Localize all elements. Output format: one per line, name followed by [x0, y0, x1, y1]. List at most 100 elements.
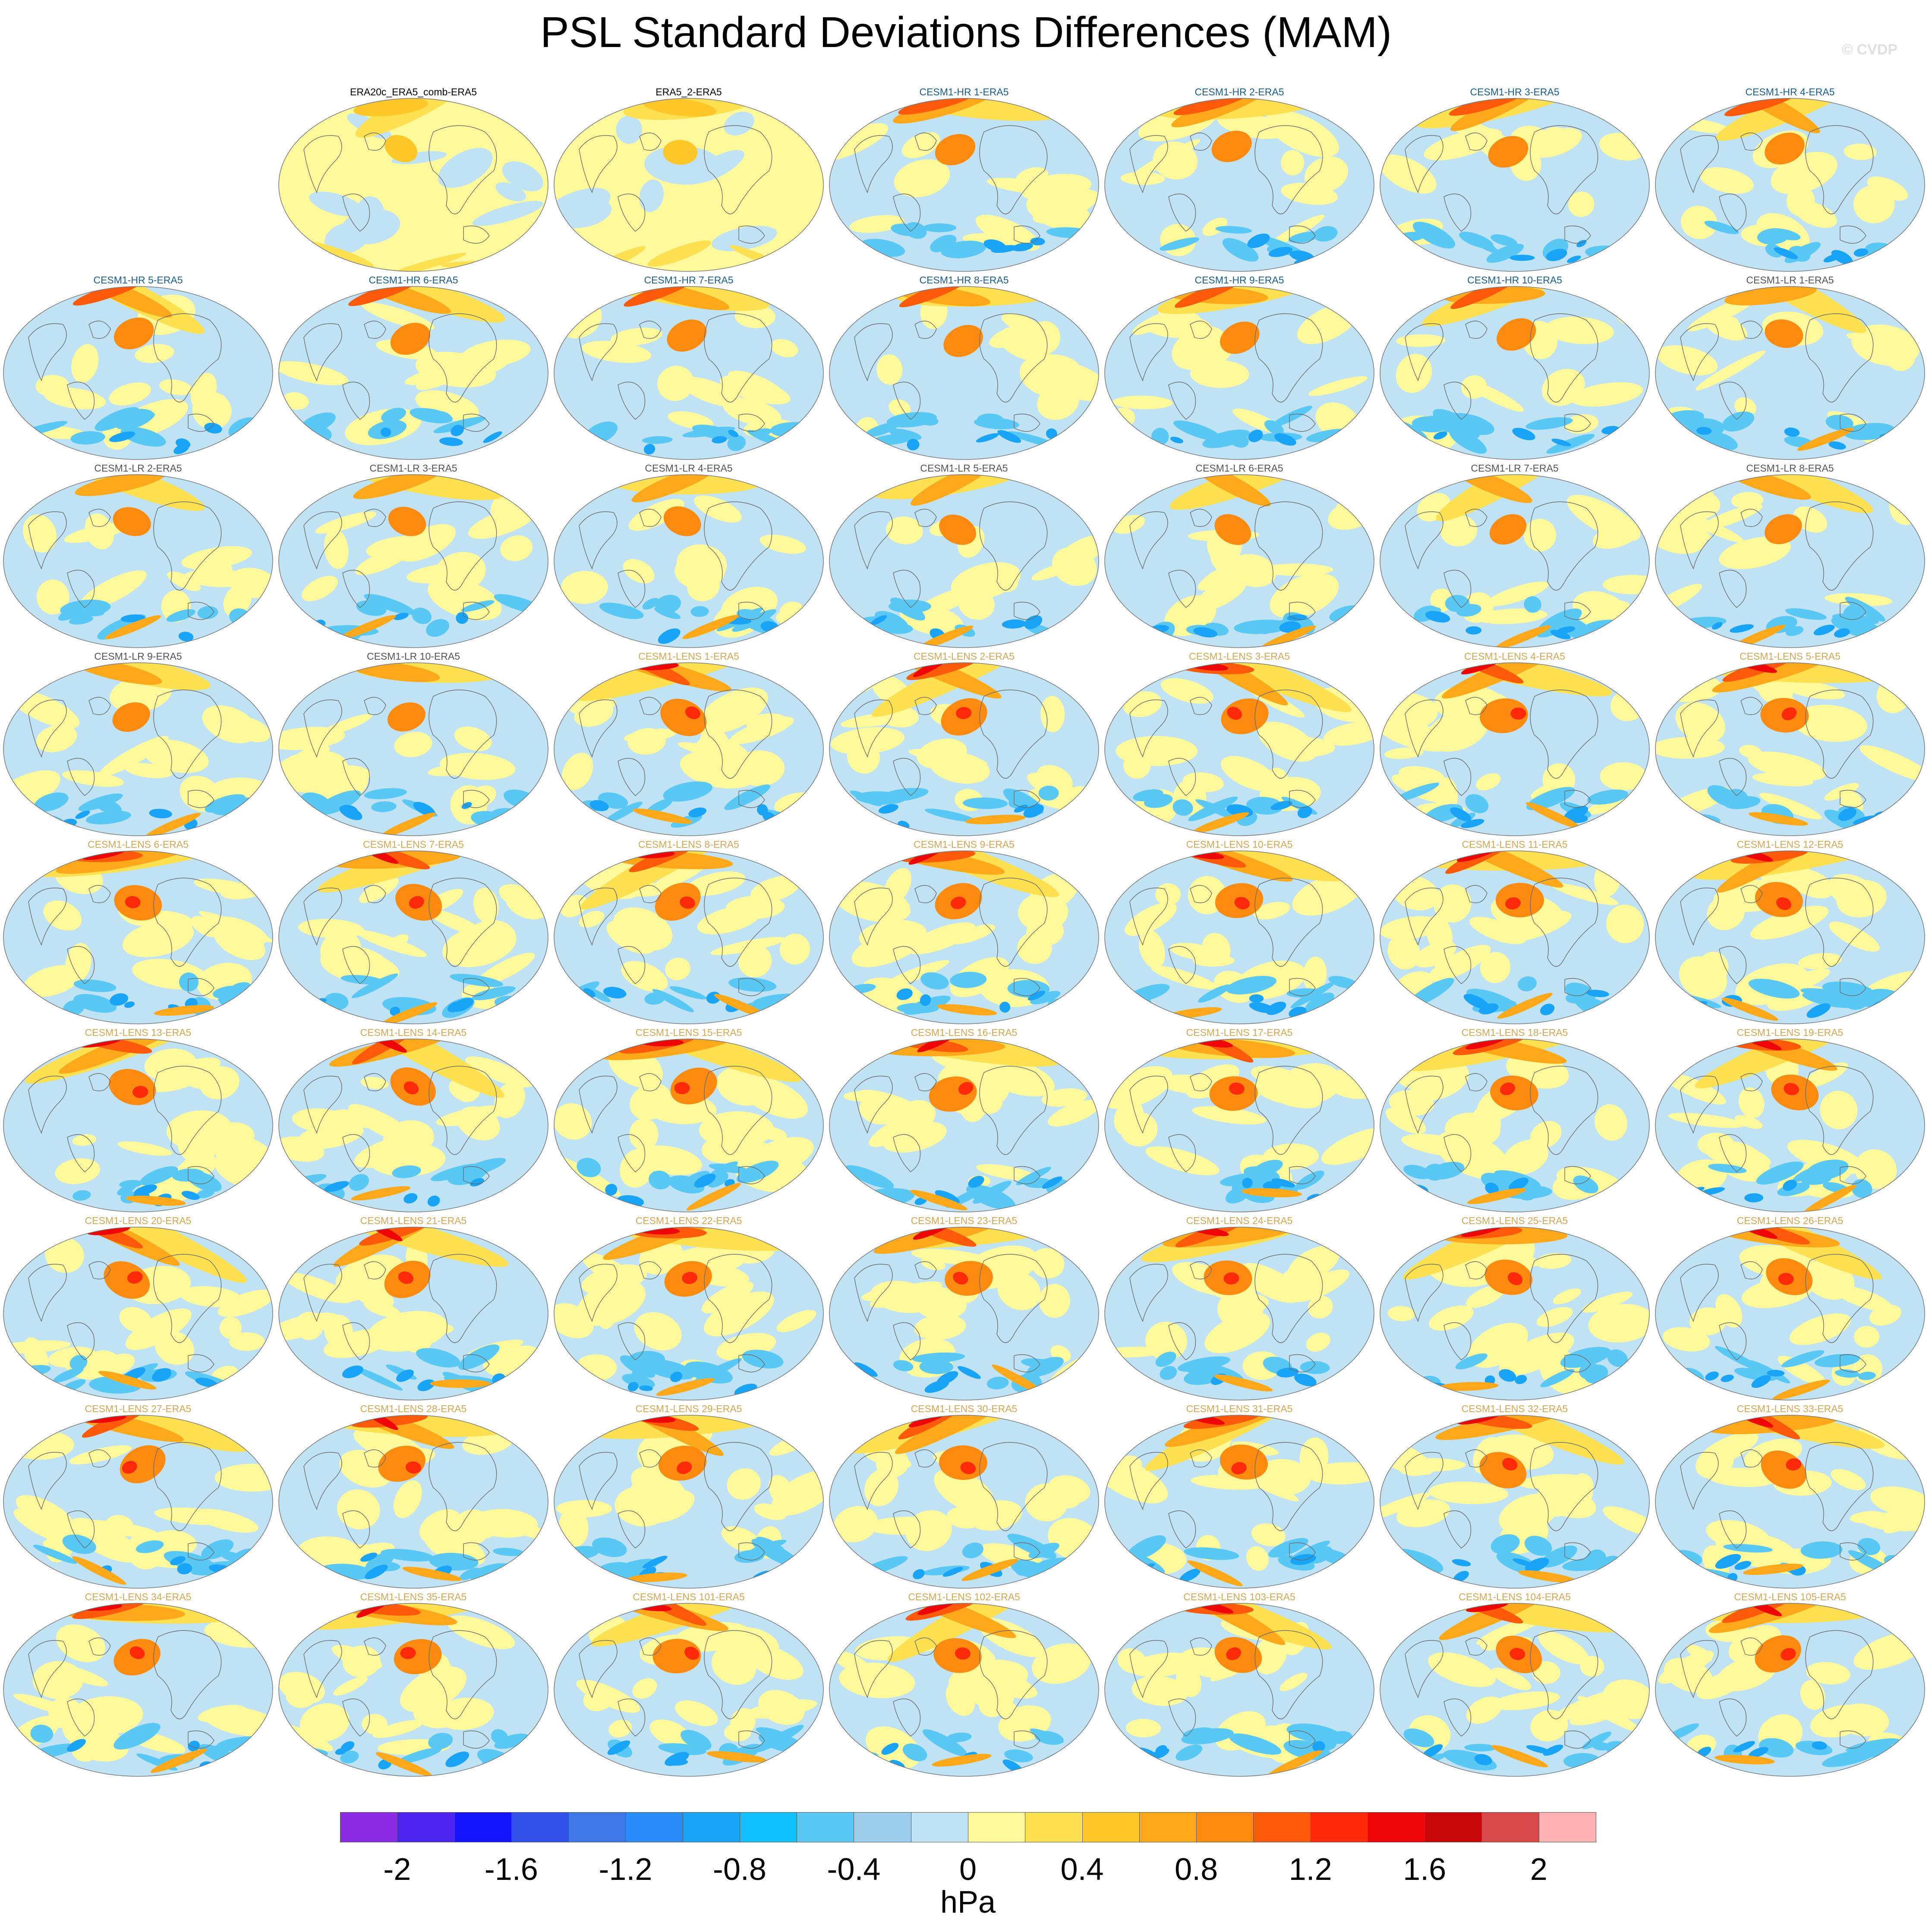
map-panel: CESM1-LENS 5-ERA5	[1652, 651, 1928, 839]
map-panel: CESM1-LENS 4-ERA5	[1377, 651, 1653, 839]
world-map-icon	[3, 1227, 273, 1401]
map-panel: ERA20c_ERA5_comb-ERA5	[275, 86, 552, 275]
map-panel: CESM1-LENS 23-ERA5	[826, 1215, 1102, 1404]
world-map-icon	[1655, 1039, 1925, 1212]
world-map-icon	[554, 286, 824, 460]
map-panel: CESM1-LENS 103-ERA5	[1101, 1591, 1377, 1780]
map-panel: CESM1-HR 2-ERA5	[1101, 86, 1377, 275]
map-panel: CESM1-LENS 22-ERA5	[551, 1215, 827, 1404]
panel-title: CESM1-LR 7-ERA5	[1471, 463, 1559, 474]
world-map-icon	[1104, 286, 1374, 460]
map-panel: CESM1-LENS 102-ERA5	[826, 1591, 1102, 1780]
world-map-icon	[1104, 98, 1374, 272]
panel-title: CESM1-HR 5-ERA5	[93, 274, 183, 286]
map-panel: CESM1-HR 6-ERA5	[275, 274, 552, 463]
panel-title: CESM1-LENS 27-ERA5	[85, 1403, 192, 1414]
map-panel: CESM1-LENS 10-ERA5	[1101, 839, 1377, 1027]
world-map-icon	[829, 98, 1099, 272]
colorbar-swatch	[1425, 1812, 1482, 1842]
panel-title: CESM1-HR 8-ERA5	[919, 274, 1009, 286]
world-map-icon	[1655, 1227, 1925, 1401]
colorbar-tick-label: -1.2	[599, 1852, 652, 1887]
panel-title: CESM1-LENS 14-ERA5	[360, 1027, 467, 1038]
panel-title: CESM1-LENS 34-ERA5	[85, 1591, 192, 1602]
panel-title: CESM1-LENS 23-ERA5	[911, 1215, 1018, 1226]
map-panel: CESM1-LENS 11-ERA5	[1377, 839, 1653, 1027]
world-map-icon	[278, 850, 548, 1024]
map-panel: CESM1-LR 3-ERA5	[275, 463, 552, 651]
panel-title: CESM1-HR 6-ERA5	[369, 274, 458, 286]
colorbar-swatch	[397, 1812, 455, 1842]
colorbar-swatch	[1139, 1812, 1197, 1842]
panel-title: CESM1-LR 8-ERA5	[1746, 463, 1834, 474]
world-map-icon	[554, 1603, 824, 1777]
world-map-icon	[278, 286, 548, 460]
map-panel: CESM1-LENS 18-ERA5	[1377, 1027, 1653, 1215]
panel-title: CESM1-LENS 20-ERA5	[85, 1215, 192, 1226]
colorbar: -2 -1.6 -1.2 -0.8 -0.4 0 0.4 0.8 1.2 1.6 2 hPa	[340, 1812, 1596, 1920]
map-panel: CESM1-LENS 6-ERA5	[0, 839, 276, 1027]
world-map-icon	[1104, 1039, 1374, 1212]
world-map-icon	[3, 286, 273, 460]
world-map-icon	[278, 98, 548, 272]
panel-title: CESM1-LENS 6-ERA5	[88, 839, 189, 850]
colorbar-swatch	[854, 1812, 911, 1842]
world-map-icon	[278, 1415, 548, 1589]
world-map-icon	[829, 1039, 1099, 1212]
panel-title: CESM1-LR 9-ERA5	[94, 651, 182, 662]
map-panel: CESM1-LENS 101-ERA5	[551, 1591, 827, 1780]
map-panel: CESM1-LR 6-ERA5	[1101, 463, 1377, 651]
world-map-icon	[1104, 1227, 1374, 1401]
panel-title: CESM1-LENS 16-ERA5	[911, 1027, 1018, 1038]
panel-title: CESM1-LENS 15-ERA5	[635, 1027, 742, 1038]
panel-title: ERA5_2-ERA5	[656, 86, 722, 98]
colorbar-tick-label: -2	[383, 1852, 411, 1887]
panel-title: CESM1-LENS 10-ERA5	[1186, 839, 1293, 850]
map-panel: CESM1-LENS 20-ERA5	[0, 1215, 276, 1404]
panel-title: ERA20c_ERA5_comb-ERA5	[350, 86, 477, 98]
world-map-icon	[278, 1227, 548, 1401]
world-map-icon	[829, 1415, 1099, 1589]
map-panel: CESM1-LENS 28-ERA5	[275, 1403, 552, 1592]
panel-title: CESM1-LENS 29-ERA5	[635, 1403, 742, 1414]
colorbar-swatch	[911, 1812, 968, 1842]
panel-title: CESM1-LR 4-ERA5	[645, 463, 733, 474]
panel-title: CESM1-LENS 105-ERA5	[1734, 1591, 1846, 1602]
panel-title: CESM1-LENS 4-ERA5	[1464, 651, 1565, 662]
panel-title: CESM1-LENS 19-ERA5	[1737, 1027, 1844, 1038]
map-panel: CESM1-HR 10-ERA5	[1377, 274, 1653, 463]
world-map-icon	[829, 850, 1099, 1024]
world-map-icon	[1104, 662, 1374, 836]
panel-title: CESM1-HR 1-ERA5	[919, 86, 1009, 98]
panel-title: CESM1-LENS 104-ERA5	[1459, 1591, 1571, 1602]
colorbar-swatch	[1196, 1812, 1254, 1842]
world-map-icon	[554, 1227, 824, 1401]
world-map-icon	[1380, 1039, 1650, 1212]
map-panel: CESM1-LENS 7-ERA5	[275, 839, 552, 1027]
map-panel: CESM1-LENS 17-ERA5	[1101, 1027, 1377, 1215]
world-map-icon	[554, 1039, 824, 1212]
world-map-icon	[3, 1039, 273, 1212]
map-panel: CESM1-LENS 32-ERA5	[1377, 1403, 1653, 1592]
map-panel: CESM1-LR 7-ERA5	[1377, 463, 1653, 651]
world-map-icon	[1104, 850, 1374, 1024]
panel-title: CESM1-HR 3-ERA5	[1470, 86, 1560, 98]
panel-title: CESM1-LENS 101-ERA5	[633, 1591, 745, 1602]
panel-title: CESM1-LR 2-ERA5	[94, 463, 182, 474]
colorbar-tick-label: 0.4	[1060, 1852, 1104, 1887]
panel-title: CESM1-LENS 11-ERA5	[1462, 839, 1568, 850]
map-panel: CESM1-LR 1-ERA5	[1652, 274, 1928, 463]
colorbar-swatch	[625, 1812, 683, 1842]
panel-title: CESM1-HR 9-ERA5	[1194, 274, 1284, 286]
panel-title: CESM1-HR 7-ERA5	[644, 274, 734, 286]
panel-title: CESM1-LENS 1-ERA5	[638, 651, 739, 662]
colorbar-swatch	[968, 1812, 1026, 1842]
map-panel: CESM1-LR 2-ERA5	[0, 463, 276, 651]
panel-title: CESM1-LENS 24-ERA5	[1186, 1215, 1293, 1226]
panel-title: CESM1-LENS 17-ERA5	[1186, 1027, 1293, 1038]
map-panel: CESM1-LENS 21-ERA5	[275, 1215, 552, 1404]
colorbar-swatch	[511, 1812, 569, 1842]
world-map-icon	[1655, 1603, 1925, 1777]
map-panel: CESM1-LENS 3-ERA5	[1101, 651, 1377, 839]
map-panel: CESM1-HR 4-ERA5	[1652, 86, 1928, 275]
